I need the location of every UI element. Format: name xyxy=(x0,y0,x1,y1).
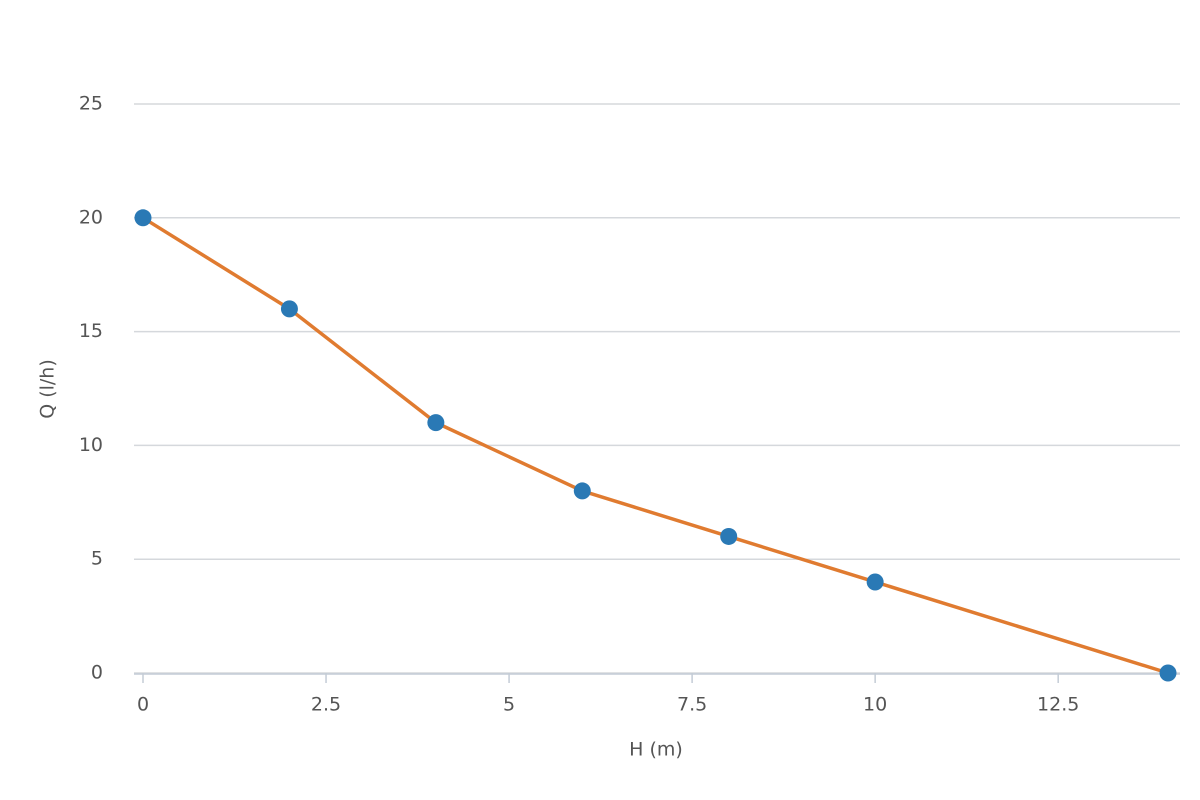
data-point xyxy=(720,527,738,545)
x-tick-label: 7.5 xyxy=(677,694,707,716)
x-tick-label: 12.5 xyxy=(1037,694,1079,716)
y-tick-label: 10 xyxy=(79,434,103,456)
y-tick-label: 0 xyxy=(91,662,103,684)
data-point xyxy=(427,414,445,432)
y-tick-label: 5 xyxy=(91,548,103,570)
data-point xyxy=(280,300,298,318)
y-tick-label: 25 xyxy=(79,93,103,115)
x-tick-label: 10 xyxy=(863,694,887,716)
data-point xyxy=(134,209,152,227)
y-tick-label: 15 xyxy=(79,320,103,342)
data-point xyxy=(866,573,884,591)
data-point xyxy=(573,482,591,500)
x-tick-label: 0 xyxy=(137,694,149,716)
x-tick-label: 2.5 xyxy=(311,694,341,716)
y-axis-label: Q (l/h) xyxy=(37,359,59,419)
y-tick-label: 20 xyxy=(79,206,103,228)
data-point xyxy=(1159,664,1177,682)
x-axis-label: H (m) xyxy=(629,739,683,761)
x-tick-label: 5 xyxy=(503,694,515,716)
